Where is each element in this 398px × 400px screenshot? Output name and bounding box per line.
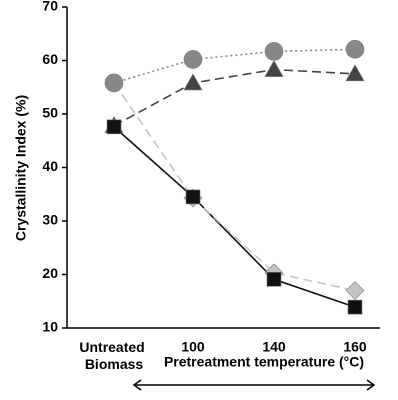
x-axis-label: Pretreatment temperature (°C) [164,354,364,370]
x-tick-label: 160 [343,339,367,355]
y-tick-label: 10 [42,319,58,335]
series-line [113,82,356,292]
marker [183,73,203,91]
y-tick-label: 60 [42,51,58,67]
y-axis-label: Crystallinity Index (%) [13,95,29,241]
y-tick-label: 70 [42,0,58,14]
marker [345,281,365,300]
marker [264,59,284,77]
marker [104,73,124,93]
y-tick-label: 20 [42,265,58,281]
marker [345,64,365,82]
marker [266,272,282,287]
marker [347,299,363,315]
y-tick-label: 40 [42,158,58,174]
x-tick-label: Untreated Biomass [79,339,148,372]
x-arrow [132,379,376,391]
x-tick-label: 140 [262,339,286,355]
series-line [113,48,356,84]
marker [345,39,365,59]
marker [185,189,201,205]
series-line [113,68,356,127]
y-tick-label: 50 [42,105,58,121]
marker [106,119,122,135]
y-tick-label: 30 [42,212,58,228]
marker [264,42,284,61]
series-line [113,126,356,308]
marker [183,50,203,69]
x-tick-label: 100 [181,339,205,355]
